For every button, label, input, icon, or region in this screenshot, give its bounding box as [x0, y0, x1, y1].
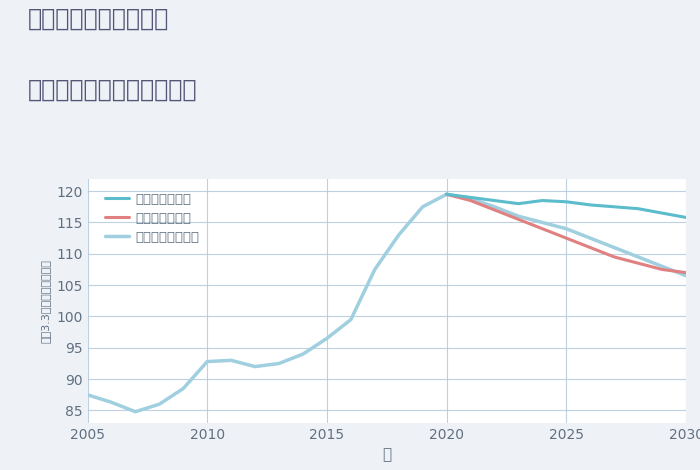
ノーマルシナリオ — [538, 219, 547, 225]
ノーマルシナリオ — [682, 273, 690, 279]
グッドシナリオ — [634, 206, 643, 212]
グッドシナリオ — [682, 215, 690, 220]
バッドシナリオ — [562, 235, 570, 241]
グッドシナリオ — [562, 199, 570, 204]
バッドシナリオ — [442, 191, 451, 197]
ノーマルシナリオ — [562, 226, 570, 232]
グッドシナリオ — [538, 198, 547, 204]
ノーマルシナリオ — [466, 196, 475, 202]
グッドシナリオ — [658, 210, 666, 216]
Line: グッドシナリオ: グッドシナリオ — [447, 194, 686, 218]
バッドシナリオ — [682, 270, 690, 275]
Text: 中古マンションの価格推移: 中古マンションの価格推移 — [28, 78, 197, 102]
グッドシナリオ — [610, 204, 618, 210]
Line: バッドシナリオ: バッドシナリオ — [447, 194, 686, 273]
X-axis label: 年: 年 — [382, 447, 391, 462]
ノーマルシナリオ — [634, 254, 643, 260]
Text: 兵庫県姫路市八木町の: 兵庫県姫路市八木町の — [28, 7, 169, 31]
ノーマルシナリオ — [610, 245, 618, 251]
グッドシナリオ — [442, 191, 451, 197]
ノーマルシナリオ — [442, 191, 451, 197]
Y-axis label: 坪（3.3㎡）単価（万円）: 坪（3.3㎡）単価（万円） — [41, 259, 50, 343]
グッドシナリオ — [586, 202, 594, 208]
ノーマルシナリオ — [514, 213, 523, 219]
バッドシナリオ — [514, 217, 523, 222]
バッドシナリオ — [538, 226, 547, 232]
ノーマルシナリオ — [586, 235, 594, 241]
グッドシナリオ — [514, 201, 523, 206]
バッドシナリオ — [586, 245, 594, 251]
バッドシナリオ — [634, 260, 643, 266]
バッドシナリオ — [466, 198, 475, 204]
ノーマルシナリオ — [490, 204, 498, 210]
グッドシナリオ — [466, 195, 475, 200]
Legend: グッドシナリオ, バッドシナリオ, ノーマルシナリオ: グッドシナリオ, バッドシナリオ, ノーマルシナリオ — [100, 188, 205, 249]
バッドシナリオ — [490, 207, 498, 213]
バッドシナリオ — [658, 266, 666, 272]
グッドシナリオ — [490, 198, 498, 204]
バッドシナリオ — [610, 254, 618, 260]
Line: ノーマルシナリオ: ノーマルシナリオ — [447, 194, 686, 276]
ノーマルシナリオ — [658, 264, 666, 269]
